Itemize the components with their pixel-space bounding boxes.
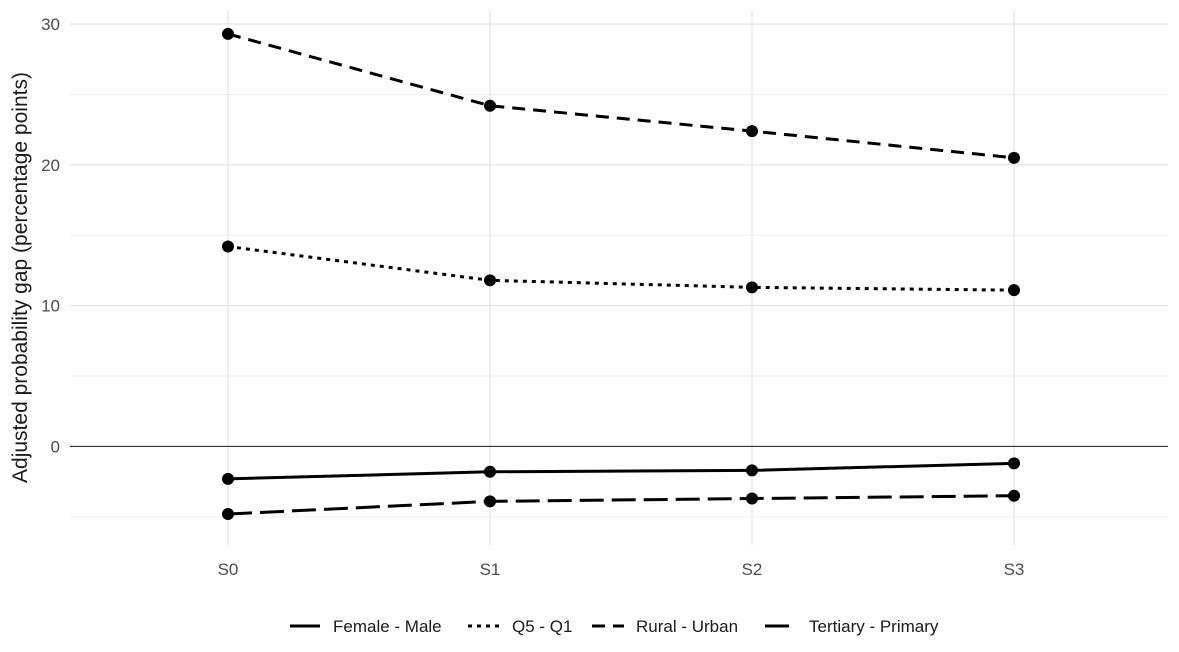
x-tick-label: S2 (742, 560, 763, 579)
data-point-rural-urban (222, 27, 234, 40)
legend-label-tertiary-primary: Tertiary - Primary (809, 617, 939, 636)
legend-label-q5-q1: Q5 - Q1 (512, 617, 572, 636)
x-tick-label: S3 (1004, 560, 1025, 579)
data-point-female-male (222, 472, 234, 485)
data-point-q5-q1 (1008, 284, 1020, 297)
data-point-tertiary-primary (484, 495, 496, 508)
axes: 0 10 20 30 S0 S1 S2 S3 (41, 15, 1168, 579)
data-point-female-male (1008, 457, 1020, 470)
x-tick-label: S0 (218, 560, 239, 579)
legend-label-female-male: Female - Male (333, 617, 442, 636)
y-tick-label: 30 (41, 15, 60, 34)
data-point-q5-q1 (484, 274, 496, 287)
series-line-female-male (227, 461, 1015, 481)
data-point-tertiary-primary (1008, 489, 1020, 502)
data-points (222, 27, 1020, 521)
series-line-q5-q1 (227, 245, 1015, 292)
series-line-rural-urban (227, 32, 1015, 160)
legend-label-rural-urban: Rural - Urban (636, 617, 738, 636)
data-point-tertiary-primary (746, 492, 758, 505)
legend: Female - Male Q5 - Q1 Rural - Urban Tertiar… (290, 617, 939, 636)
data-point-rural-urban (1008, 151, 1020, 164)
data-point-q5-q1 (746, 281, 758, 294)
y-tick-label: 0 (51, 437, 60, 456)
y-tick-label: 20 (41, 156, 60, 175)
data-point-rural-urban (484, 99, 496, 112)
data-point-female-male (746, 464, 758, 477)
x-tick-label: S1 (480, 560, 501, 579)
data-point-tertiary-primary (222, 508, 234, 521)
y-axis-title: Adjusted probability gap (percentage poi… (9, 72, 32, 483)
data-point-q5-q1 (222, 240, 234, 253)
series-lines (227, 32, 1015, 516)
data-point-female-male (484, 465, 496, 478)
y-tick-label: 10 (41, 297, 60, 316)
grid (70, 10, 1168, 545)
data-point-rural-urban (746, 125, 758, 138)
series-line-tertiary-primary (227, 494, 1015, 516)
